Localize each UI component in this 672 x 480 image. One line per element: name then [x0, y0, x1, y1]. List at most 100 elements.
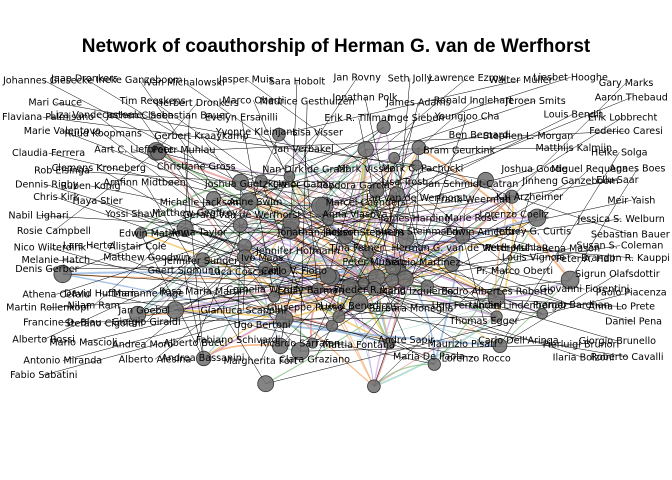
author-node [536, 308, 548, 320]
coauthor-edge [373, 316, 497, 387]
label-leader-line [200, 201, 249, 262]
author-node [397, 230, 415, 247]
author-node [257, 375, 275, 393]
author-label: David Huffman [64, 288, 136, 299]
label-leader-line [327, 185, 355, 276]
author-label: Kai Arzheimer [496, 192, 563, 203]
label-leader-line [416, 217, 538, 292]
label-leader-line [46, 184, 364, 284]
label-leader-line [196, 166, 290, 177]
author-label: Anna Vlasova [322, 209, 387, 220]
author-label: Ian Schmidt-Catran [425, 179, 518, 190]
author-label: Alberto Bucci [164, 338, 228, 349]
author-label: Giuseppe Russo [267, 303, 344, 314]
author-node [272, 337, 289, 355]
author-node [283, 170, 296, 183]
label-leader-line [183, 270, 204, 359]
author-label: Marie Rose [445, 213, 498, 224]
author-label: Joshua Goode [500, 164, 567, 175]
author-label: Seth Jolly [388, 73, 433, 84]
author-label: Lisa Trost [381, 177, 426, 188]
author-label: Federico Caresi [589, 126, 663, 137]
author-label: Yvonne Kleinjans [215, 127, 298, 138]
author-node [477, 171, 494, 189]
author-label: Mark Visser [338, 164, 394, 175]
author-node [492, 338, 508, 354]
label-leader-line [462, 200, 632, 237]
label-leader-line [203, 126, 384, 292]
author-node [411, 140, 427, 156]
label-leader-line [245, 271, 318, 289]
author-label: Walter Müller [489, 75, 553, 86]
author-node [255, 174, 268, 188]
coauthor-edge [137, 148, 367, 315]
author-label: Ivan Michalowski [143, 77, 224, 88]
author-node [504, 189, 519, 204]
author-label: Fabio Sabatini [10, 370, 77, 381]
label-leader-line [46, 263, 452, 270]
author-label: Jennifer Hofmann [255, 246, 340, 257]
label-leader-line [89, 245, 285, 320]
label-leader-line [62, 277, 377, 361]
author-label: Clara Graziano [279, 355, 350, 366]
author-node [332, 310, 346, 324]
author-label: Martin Rollenkopf [6, 303, 90, 314]
label-leader-line [300, 344, 581, 352]
author-label: Roberto Cavalli [591, 352, 664, 363]
coauthor-edge [366, 252, 391, 344]
author-label: Nico Wilterdink [14, 243, 87, 254]
label-leader-line [144, 182, 266, 384]
author-label: James Harding [379, 214, 450, 225]
author-label: Mario Izquierdo [379, 287, 453, 298]
coauthor-edge [485, 179, 571, 281]
author-label: Pr. Marco Oberti [476, 266, 553, 277]
author-label: Mario Mascioli [49, 337, 117, 348]
author-label: Luca Coscarelli [210, 267, 282, 278]
author-label: Claudia Ferrera [12, 148, 85, 159]
author-label: Lorenzo Rocco [442, 353, 511, 364]
label-leader-line [511, 82, 627, 197]
author-label: Ronald Inglehart [434, 96, 513, 107]
author-label: Peter Muhlau [485, 243, 548, 254]
label-leader-line [265, 292, 632, 384]
coauthor-edge [433, 217, 538, 365]
author-label: Matthew Goodwin [103, 253, 189, 264]
author-label: Ineke Ganzeboom [96, 75, 182, 86]
author-label: Jeffrey G. Curtis [495, 226, 571, 237]
author-label: Herman G. van de Werfhorst [392, 243, 530, 254]
label-leader-line [240, 199, 474, 226]
author-node [134, 227, 147, 239]
author-label: Frieder R. Lang [334, 285, 406, 296]
label-leader-line [243, 256, 245, 311]
label-leader-line [287, 179, 618, 233]
label-leader-line [154, 147, 420, 360]
author-label: Mari Cauce [28, 98, 82, 109]
author-label: Jan Rovny [333, 73, 382, 84]
label-leader-line [328, 219, 534, 232]
label-leader-line [42, 116, 417, 166]
label-leader-line [569, 168, 638, 281]
author-label: Lawrence Ezrow [429, 73, 507, 84]
author-label: Robert Stephens [325, 227, 405, 238]
label-leader-line [194, 212, 394, 268]
label-leader-line [43, 245, 245, 340]
author-label: Lucio Benedictis [320, 301, 398, 312]
label-leader-line [47, 285, 428, 308]
author-label: Pierluigi Brunori [543, 340, 619, 351]
label-leader-line [158, 151, 586, 260]
author-label: Heike Solga [591, 147, 648, 158]
author-label: Geert Sigmund [148, 266, 220, 277]
label-leader-line [93, 198, 214, 306]
author-node [527, 208, 547, 227]
author-node [268, 290, 281, 303]
author-node [357, 277, 369, 289]
coauthor-edge [290, 147, 420, 223]
label-leader-line [416, 164, 631, 235]
author-node [349, 293, 369, 313]
coauthor-edge [140, 232, 390, 345]
author-label: Ugo Ferrandini [432, 301, 502, 312]
label-leader-line [198, 232, 301, 352]
label-leader-line [148, 176, 290, 294]
label-leader-line [140, 232, 204, 358]
author-label: Christiane Gross [157, 161, 236, 172]
